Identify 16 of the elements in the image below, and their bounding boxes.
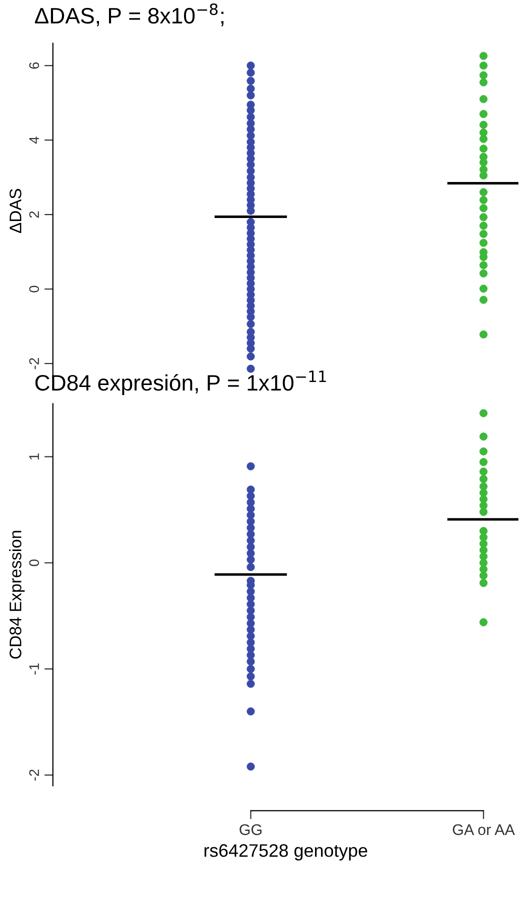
y-tick-label: 2 (29, 211, 39, 218)
chart-title: CD84 expresión, P = 1x10$^{−11}$ (35, 370, 326, 396)
y-tick-label: 0 (29, 286, 40, 292)
y-tick-label: 4 (29, 136, 39, 144)
y-tick-label: -2 (29, 770, 39, 781)
x-tick-label: GA or AA (452, 824, 515, 836)
y-tick-label: -2 (29, 358, 39, 370)
y-tick-label: 0 (29, 560, 40, 566)
x-tick-label: GG (240, 824, 262, 836)
y-axis-title: CD84 Expression (9, 530, 25, 659)
x-axis-title: rs6427528 genotype (204, 844, 368, 860)
y-axis-title: ΔDAS (10, 188, 22, 234)
y-tick-label: 6 (29, 62, 40, 69)
chart-title: ΔDAS, P = 8x10$^{−8}$; (34, 3, 224, 26)
y-tick-label: -1 (29, 663, 39, 674)
y-tick-label: 1 (29, 454, 39, 460)
